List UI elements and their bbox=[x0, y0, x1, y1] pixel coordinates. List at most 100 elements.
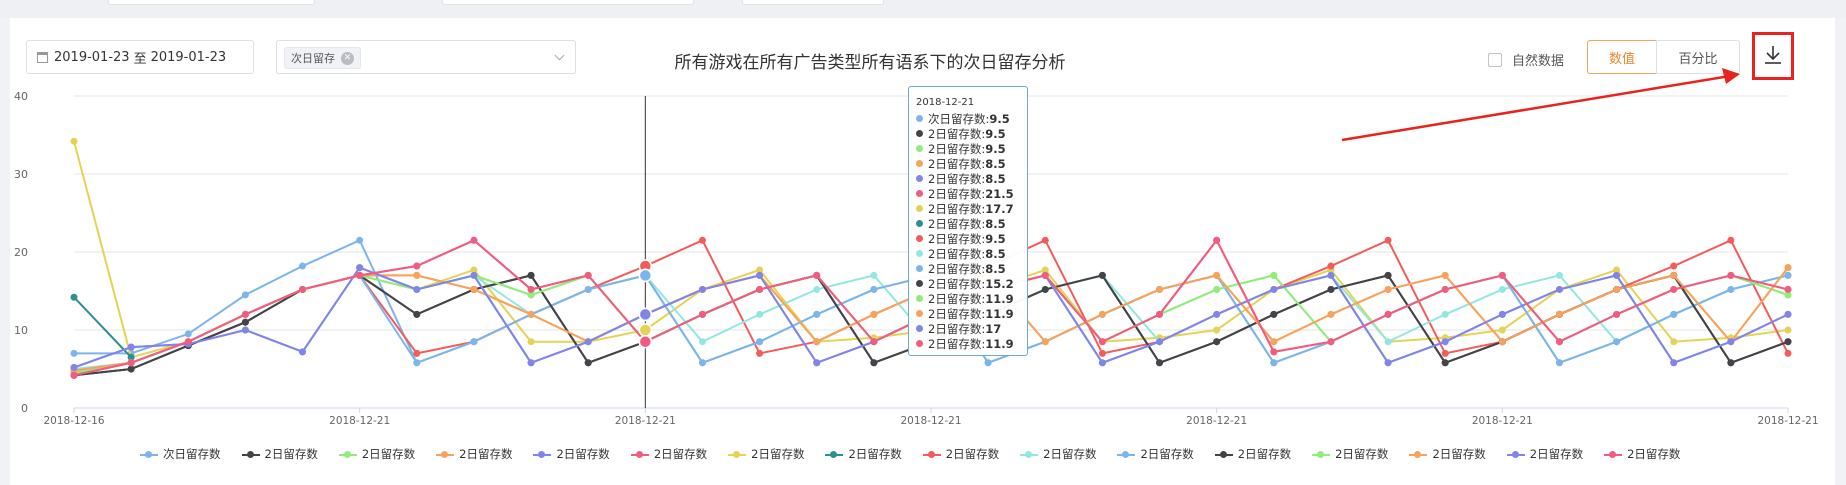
tooltip-value: 21.5 bbox=[985, 186, 1014, 201]
tooltip-value: 8.5 bbox=[985, 171, 1006, 186]
legend-label: 2日留存数 bbox=[1432, 447, 1486, 461]
legend-item[interactable]: 2日留存数 bbox=[1312, 446, 1388, 462]
legend-item[interactable]: 次日留存数 bbox=[140, 446, 221, 462]
y-tick-label: 20 bbox=[14, 246, 28, 259]
tooltip-label: 2日留存数: bbox=[928, 201, 986, 216]
tooltip-rows: 次日留存数: 9.5 2日留存数: 9.5 2日留存数: 9.5 2日留存数: 8.5… bbox=[916, 111, 1027, 351]
metric-select[interactable]: 次日留存 ✕ bbox=[276, 40, 576, 74]
legend-item[interactable]: 2日留存数 bbox=[922, 446, 999, 462]
date-range-picker[interactable]: 2019-01-23 至 2019-01-23 bbox=[26, 40, 254, 74]
legend-item[interactable]: 2日留存数 bbox=[1506, 446, 1583, 462]
data-point bbox=[1784, 349, 1792, 357]
tag-close-icon[interactable]: ✕ bbox=[341, 51, 354, 65]
natural-data-label: 自然数据 bbox=[1512, 54, 1565, 69]
data-point bbox=[1213, 285, 1221, 293]
data-point bbox=[1041, 271, 1049, 279]
legend-item[interactable]: 2日留存数 bbox=[241, 446, 318, 462]
tooltip-row: 2日留存数: 9.5 bbox=[916, 141, 1027, 156]
highlight-point bbox=[638, 268, 653, 283]
date-start: 2019-01-23 bbox=[54, 49, 130, 65]
data-point bbox=[870, 285, 878, 293]
date-end: 2019-01-23 bbox=[150, 49, 227, 65]
tooltip-row: 2日留存数: 21.5 bbox=[916, 186, 1027, 201]
data-point bbox=[1213, 271, 1221, 279]
data-point bbox=[1327, 271, 1335, 279]
x-tick-label: 2018-12-21 bbox=[900, 415, 961, 427]
data-point bbox=[1098, 310, 1106, 318]
data-point bbox=[1498, 271, 1506, 279]
tooltip-dot bbox=[916, 220, 923, 227]
natural-data-checkbox[interactable]: 自然数据 bbox=[1488, 50, 1564, 69]
data-point bbox=[1441, 338, 1449, 346]
series-line bbox=[73, 296, 132, 358]
chart-title: 所有游戏在所有广告类型所有语系下的次日留存分析 bbox=[674, 53, 1066, 73]
legend-item[interactable]: 2日留存数 bbox=[1214, 446, 1292, 462]
tooltip-row: 2日留存数: 17.7 bbox=[916, 201, 1027, 216]
data-point bbox=[1098, 271, 1106, 279]
top-tab-stub[interactable] bbox=[108, 0, 315, 5]
tooltip-row: 2日留存数: 11.9 bbox=[916, 336, 1027, 351]
tooltip-label: 2日留存数: bbox=[928, 231, 986, 246]
data-point bbox=[184, 330, 192, 338]
tooltip-label: 2日留存数: bbox=[928, 246, 986, 261]
legend-item[interactable]: 2日留存数 bbox=[728, 446, 804, 462]
legend-item[interactable]: 2日留存数 bbox=[1604, 446, 1680, 462]
top-tab-stub[interactable] bbox=[742, 0, 884, 5]
legend-item[interactable]: 2日留存数 bbox=[1117, 446, 1194, 462]
data-point bbox=[698, 236, 706, 244]
data-point bbox=[813, 338, 821, 346]
data-point bbox=[1384, 359, 1392, 367]
y-tick-label: 0 bbox=[21, 402, 28, 415]
tooltip-row: 次日留存数: 9.5 bbox=[916, 111, 1027, 126]
data-point bbox=[1613, 266, 1621, 274]
legend-label: 2日留存数 bbox=[1237, 447, 1292, 461]
tooltip-value: 8.5 bbox=[985, 246, 1006, 261]
data-point bbox=[70, 363, 78, 371]
data-point bbox=[1670, 359, 1678, 367]
annotation-layer bbox=[638, 68, 1740, 408]
data-point bbox=[1270, 285, 1278, 293]
legend-symbol bbox=[1312, 449, 1331, 459]
data-point bbox=[1213, 338, 1221, 346]
data-point bbox=[127, 343, 135, 351]
data-point bbox=[1213, 236, 1221, 244]
data-point bbox=[584, 338, 592, 346]
legend-symbol bbox=[825, 449, 844, 459]
tooltip-row: 2日留存数: 8.5 bbox=[916, 156, 1027, 171]
data-point bbox=[1041, 236, 1049, 244]
highlight-point bbox=[638, 323, 653, 337]
tooltip-dot bbox=[916, 190, 923, 197]
top-tab-stub[interactable] bbox=[442, 0, 694, 5]
legend-item[interactable]: 2日留存数 bbox=[630, 446, 707, 462]
legend-item[interactable]: 2日留存数 bbox=[338, 446, 415, 462]
data-point bbox=[1098, 349, 1106, 357]
data-point bbox=[299, 348, 307, 356]
data-point bbox=[698, 338, 706, 346]
tooltip-label: 2日留存数: bbox=[928, 141, 986, 156]
tooltip-row: 2日留存数: 9.5 bbox=[916, 231, 1027, 246]
tooltip-row: 2日留存数: 17 bbox=[916, 321, 1027, 336]
data-point bbox=[1784, 264, 1792, 272]
legend-item[interactable]: 2日留存数 bbox=[533, 446, 610, 462]
x-tick-label: 2018-12-21 bbox=[1472, 415, 1533, 427]
legend-label: 次日留存数 bbox=[163, 447, 221, 461]
data-point bbox=[184, 338, 192, 346]
download-button[interactable] bbox=[1752, 32, 1794, 80]
checkbox-box[interactable] bbox=[1488, 52, 1502, 67]
tooltip-label: 2日留存数: bbox=[928, 321, 986, 336]
x-tick-label: 2018-12-21 bbox=[1186, 415, 1247, 427]
legend-label: 2日留存数 bbox=[751, 447, 805, 461]
legend-item[interactable]: 2日留存数 bbox=[825, 446, 902, 462]
legend-item[interactable]: 2日留存数 bbox=[1409, 446, 1486, 462]
tooltip-value: 11.9 bbox=[985, 306, 1014, 321]
legend-item[interactable]: 2日留存数 bbox=[436, 446, 512, 462]
data-point bbox=[1670, 310, 1678, 318]
data-point bbox=[1041, 285, 1049, 293]
x-tick-label: 2018-12-21 bbox=[615, 415, 676, 427]
data-point bbox=[1670, 271, 1678, 279]
percent-toggle-button[interactable]: 百分比 bbox=[1656, 40, 1740, 74]
tooltip-dot bbox=[916, 340, 923, 347]
data-point bbox=[1384, 310, 1392, 318]
chart-tooltip: 2018-12-21 次日留存数: 9.5 2日留存数: 9.5 2日留存数: 9.… bbox=[908, 86, 1028, 356]
legend-item[interactable]: 2日留存数 bbox=[1020, 446, 1096, 462]
